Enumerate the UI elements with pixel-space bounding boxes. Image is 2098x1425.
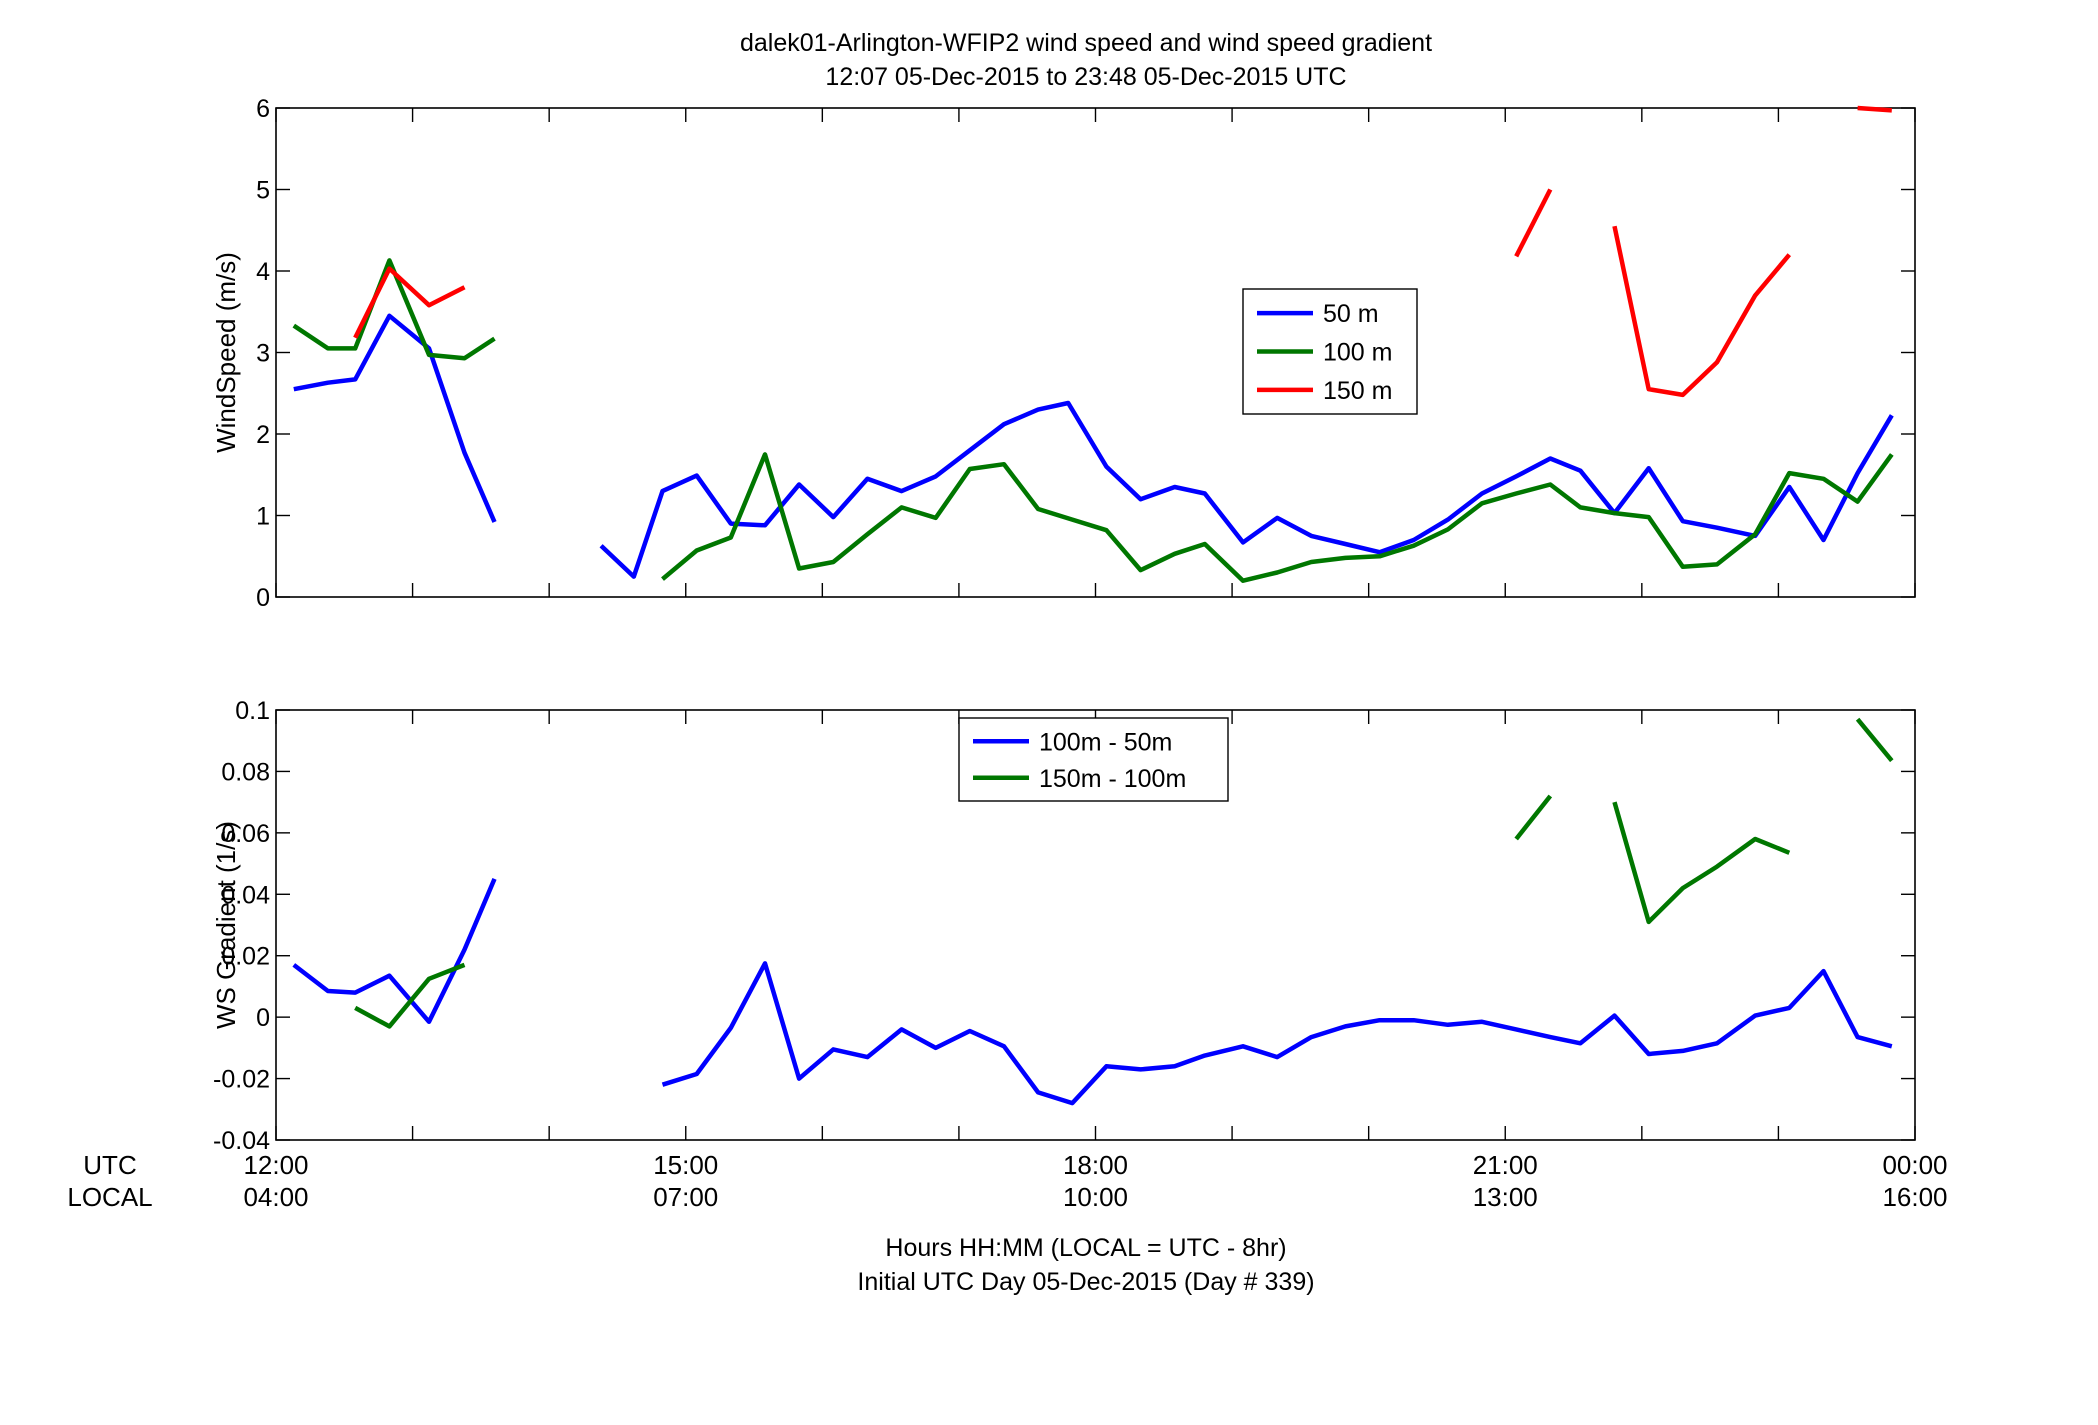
x-tick-label-local: 04:00: [243, 1182, 308, 1212]
gradient-legend: 100m - 50m 150m - 100m: [958, 717, 1229, 802]
y-tick-label: -0.04: [213, 1127, 270, 1155]
windspeed-legend: 50 m 100 m 150 m: [1242, 288, 1418, 415]
series-line-150-m: [1857, 105, 1892, 113]
legend-entry: 50 m: [1323, 300, 1379, 328]
x-tick-label-utc: 12:00: [243, 1150, 308, 1180]
series-line-150m-100m: [1612, 801, 1791, 925]
y-tick-label: 0: [256, 1004, 270, 1032]
legend-entry: 150 m: [1323, 377, 1392, 405]
x-tick-label-utc: 00:00: [1882, 1150, 1947, 1180]
y-tick-label: 0: [256, 584, 270, 612]
y-tick-label: 2: [256, 421, 270, 449]
figure-title: dalek01-Arlington-WFIP2 wind speed and w…: [740, 29, 1432, 57]
series-line-100m-50m: [661, 961, 1893, 1106]
plot-frame: [275, 107, 1916, 598]
x-axis-sublabel: Initial UTC Day 05-Dec-2015 (Day # 339): [857, 1268, 1314, 1296]
series-line-150m-100m: [354, 962, 466, 1029]
series-line-150-m: [353, 266, 466, 339]
x-tick-label-utc: 18:00: [1063, 1150, 1128, 1180]
gradient-panel: -0.04 -0.02 0 0.02 0.04 0.06 0.08 0.1 WS Gradien…: [211, 697, 1916, 1155]
x-tick-label-local: 13:00: [1473, 1182, 1538, 1212]
series-line-100-m: [292, 258, 496, 361]
local-row-label: LOCAL: [67, 1182, 152, 1212]
x-tick-label-local: 16:00: [1882, 1182, 1947, 1212]
y-tick-label: 0.08: [221, 758, 270, 786]
x-tick-label-utc: 21:00: [1473, 1150, 1538, 1180]
x-tick-label-local: 07:00: [653, 1182, 718, 1212]
windspeed-panel: 0 1 2 3 4 5 6 WindSpeed (m/s): [211, 95, 1916, 612]
y-tick-label: 0.02: [221, 943, 270, 971]
y-tick-label: -0.02: [213, 1066, 270, 1094]
legend-box: [958, 717, 1229, 802]
y-tick-label: 6: [256, 95, 270, 123]
legend-entry: 150m - 100m: [1039, 765, 1186, 793]
y-tick-label: 0.04: [221, 881, 270, 909]
figure-subtitle: 12:07 05-Dec-2015 to 23:48 05-Dec-2015 U…: [825, 63, 1346, 91]
x-axis-label: Hours HH:MM (LOCAL = UTC - 8hr): [885, 1234, 1286, 1262]
series-line-50-m: [293, 313, 497, 523]
x-tick-label-local: 10:00: [1063, 1182, 1128, 1212]
series-line-100-m: [661, 452, 1894, 583]
y-tick-label: 3: [256, 340, 270, 368]
y-axis-label: WindSpeed (m/s): [211, 252, 241, 453]
utc-row-label: UTC: [83, 1150, 136, 1180]
series-line-150m-100m: [1855, 717, 1894, 763]
series-line-150m-100m: [1514, 794, 1553, 841]
series-line-150-m: [1514, 188, 1553, 258]
y-tick-label: 4: [256, 258, 270, 286]
x-tick-label-utc: 15:00: [653, 1150, 718, 1180]
y-tick-label: 0.06: [221, 820, 270, 848]
y-axis-label: WS Gradient (1/s): [211, 821, 241, 1029]
series-line-50-m: [599, 400, 1894, 579]
legend-entry: 100m - 50m: [1039, 728, 1172, 756]
y-tick-label: 5: [256, 177, 270, 205]
series-line-150-m: [1612, 225, 1792, 398]
series-line-100m-50m: [292, 878, 497, 1025]
y-tick-label: 0.1: [235, 697, 270, 725]
y-tick-label: 1: [256, 503, 270, 531]
legend-entry: 100 m: [1323, 339, 1392, 367]
